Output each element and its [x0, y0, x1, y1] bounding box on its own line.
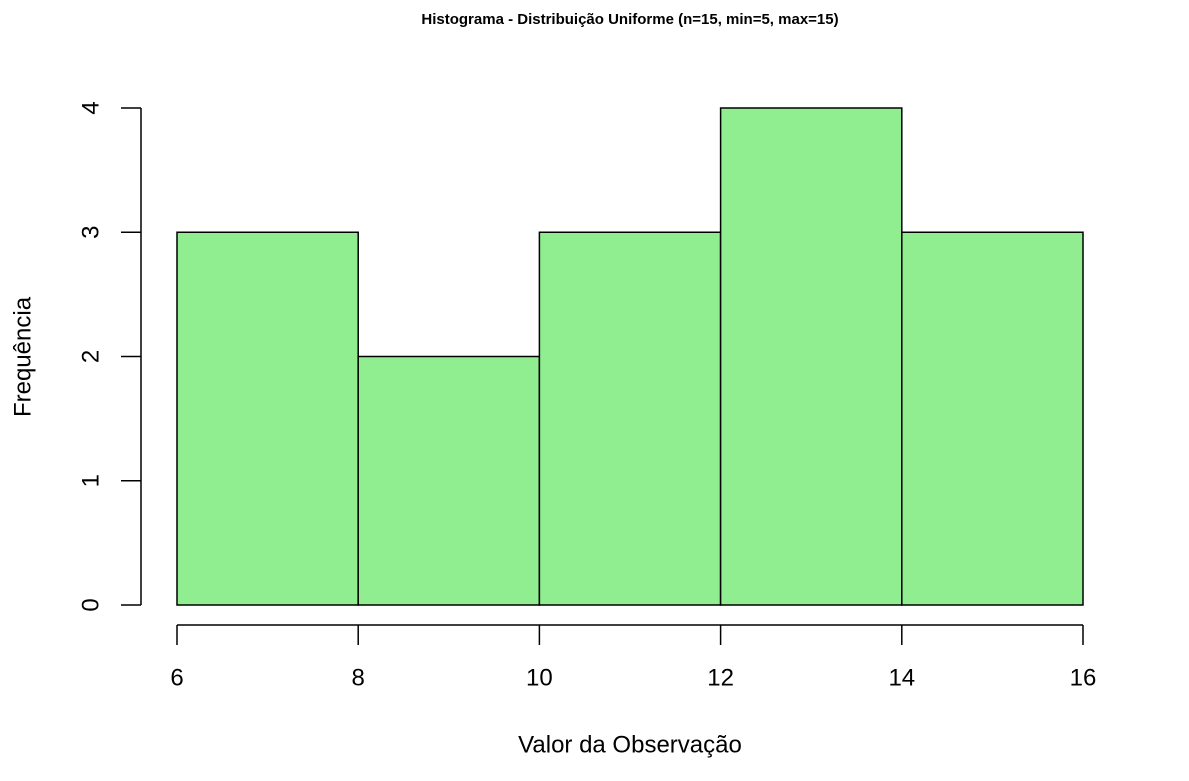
bar [357, 355, 541, 606]
bar [176, 231, 359, 606]
y-axis-title: Frequência [9, 296, 36, 417]
x-tick-label: 6 [170, 664, 183, 691]
y-tick-label: 0 [77, 598, 104, 611]
x-tick-label: 10 [526, 664, 553, 691]
y-tick-label: 1 [77, 474, 104, 487]
chart-title: Histograma - Distribuição Uniforme (n=15… [421, 11, 838, 28]
bar [901, 231, 1084, 606]
x-axis-title: Valor da Observação [518, 731, 742, 758]
bar [719, 107, 903, 606]
bar [538, 231, 722, 606]
x-tick-label: 16 [1070, 664, 1097, 691]
x-tick-label: 8 [352, 664, 365, 691]
y-tick-label: 2 [77, 350, 104, 363]
y-tick-label: 4 [77, 101, 104, 114]
x-tick-label: 12 [707, 664, 734, 691]
x-tick-label: 14 [888, 664, 915, 691]
y-tick-label: 3 [77, 226, 104, 239]
